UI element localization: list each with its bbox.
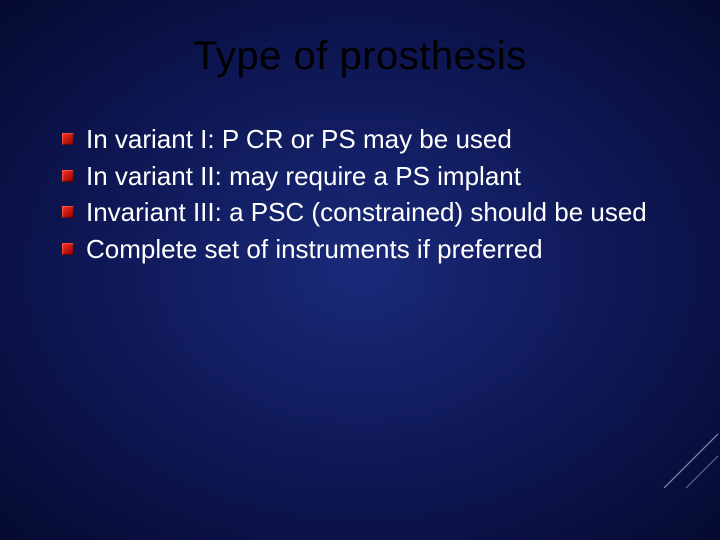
bullet-item: Complete set of instruments if preferred: [62, 233, 660, 266]
bullet-item: In variant II: may require a PS implant: [62, 160, 660, 193]
bullet-item: Invariant III: a PSC (constrained) shoul…: [62, 196, 660, 229]
corner-decoration: [656, 428, 720, 498]
bullet-list: In variant I: P CR or PS may be used In …: [60, 123, 660, 265]
bullet-item: In variant I: P CR or PS may be used: [62, 123, 660, 156]
slide-title: Type of prosthesis: [60, 34, 660, 79]
slide-container: Type of prosthesis In variant I: P CR or…: [0, 0, 720, 540]
